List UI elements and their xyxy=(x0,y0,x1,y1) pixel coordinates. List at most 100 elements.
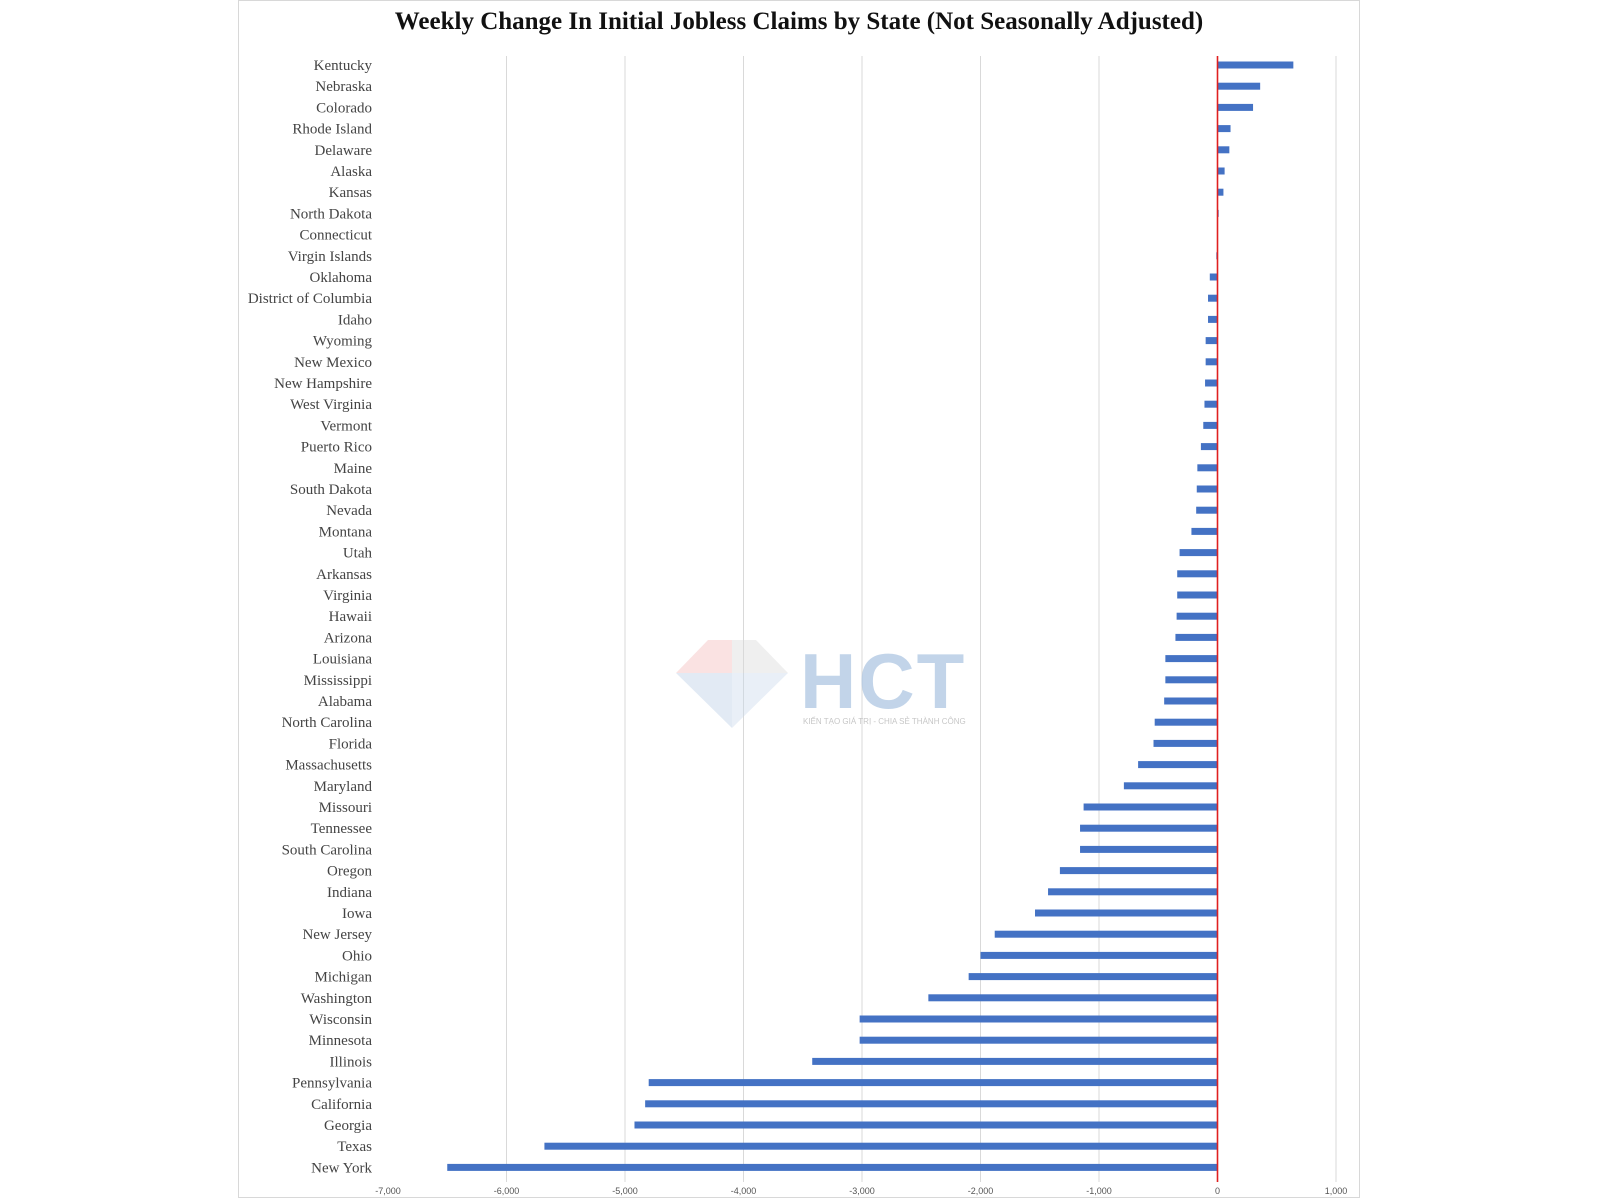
category-label: Nebraska xyxy=(315,79,372,95)
bar xyxy=(1196,506,1218,514)
bar xyxy=(1080,845,1218,853)
bar xyxy=(1208,294,1218,302)
category-label: Washington xyxy=(301,991,373,1007)
category-label: Massachusetts xyxy=(285,758,372,774)
bar xyxy=(1175,633,1218,641)
bar xyxy=(1217,82,1261,90)
x-tick-label: -6,000 xyxy=(494,1186,520,1196)
bar xyxy=(812,1057,1218,1065)
bar xyxy=(1154,718,1218,726)
watermark-brand: HCT xyxy=(800,637,967,725)
bar xyxy=(1035,909,1218,917)
bar xyxy=(1203,421,1218,429)
bar xyxy=(1153,739,1218,747)
bar xyxy=(645,1100,1218,1108)
x-tick-label: -2,000 xyxy=(968,1186,994,1196)
bar xyxy=(1205,358,1218,366)
bar xyxy=(994,930,1218,938)
category-label: Tennessee xyxy=(311,821,373,837)
category-label: Wisconsin xyxy=(309,1012,372,1028)
category-label: Florida xyxy=(329,736,373,752)
x-tick-label: -4,000 xyxy=(731,1186,757,1196)
category-label: Connecticut xyxy=(300,228,373,244)
bar xyxy=(1179,549,1218,557)
chart-title: Weekly Change In Initial Jobless Claims … xyxy=(394,8,1204,35)
category-label: Virginia xyxy=(323,588,372,604)
category-label: District of Columbia xyxy=(248,291,372,307)
x-tick-label: 0 xyxy=(1215,1186,1220,1196)
category-label: Ohio xyxy=(342,948,372,964)
category-label: Indiana xyxy=(327,885,372,901)
category-label: Oregon xyxy=(327,864,372,880)
bar xyxy=(1177,591,1218,599)
category-label: Minnesota xyxy=(309,1033,373,1049)
category-label: Pennsylvania xyxy=(292,1076,372,1092)
category-label: West Virginia xyxy=(290,397,372,413)
x-tick-label: -5,000 xyxy=(612,1186,638,1196)
x-tick-label: -3,000 xyxy=(849,1186,875,1196)
bar xyxy=(1209,273,1218,281)
bar xyxy=(1083,803,1218,811)
bar xyxy=(1196,485,1218,493)
watermark-logo-icon xyxy=(676,640,788,728)
bar xyxy=(1080,824,1218,832)
category-label: North Dakota xyxy=(290,206,372,222)
bar xyxy=(1177,570,1218,578)
category-label: Mississippi xyxy=(304,673,372,689)
bar xyxy=(1217,61,1294,69)
category-label: Idaho xyxy=(338,312,372,328)
bar xyxy=(1217,125,1231,133)
bar xyxy=(1197,464,1218,472)
bar xyxy=(1165,676,1218,684)
category-label: Kansas xyxy=(329,185,372,201)
category-label: Oklahoma xyxy=(310,270,373,286)
category-label: Vermont xyxy=(320,418,372,434)
bar xyxy=(1048,888,1218,896)
x-tick-label: -1,000 xyxy=(1086,1186,1112,1196)
category-label: New Jersey xyxy=(302,927,372,943)
category-label: Texas xyxy=(337,1139,372,1155)
category-label: Maryland xyxy=(314,779,373,795)
category-label: New Hampshire xyxy=(274,376,372,392)
category-label: New Mexico xyxy=(294,355,372,371)
category-label: Alabama xyxy=(318,694,372,710)
bar xyxy=(1217,188,1224,196)
bar xyxy=(648,1079,1218,1087)
category-label: Wyoming xyxy=(313,334,373,350)
bar xyxy=(1123,782,1218,790)
bar xyxy=(1204,400,1218,408)
bar xyxy=(859,1036,1218,1044)
x-tick-label: -7,000 xyxy=(375,1186,401,1196)
bar xyxy=(1176,612,1218,620)
category-label: Montana xyxy=(319,524,373,540)
category-label: Michigan xyxy=(315,970,373,986)
bar xyxy=(1200,443,1218,451)
bar xyxy=(859,1015,1218,1023)
category-label: Iowa xyxy=(342,906,372,922)
bar xyxy=(447,1163,1218,1171)
category-label: Rhode Island xyxy=(292,122,372,138)
category-label: South Carolina xyxy=(282,842,373,858)
category-label: Utah xyxy=(343,546,373,562)
category-label: Missouri xyxy=(319,800,372,816)
category-label: New York xyxy=(311,1160,372,1176)
category-label: Puerto Rico xyxy=(301,440,372,456)
category-label: California xyxy=(311,1097,372,1113)
bar xyxy=(1205,379,1218,387)
bar xyxy=(1059,867,1218,875)
bar xyxy=(1217,167,1225,175)
bar xyxy=(634,1121,1218,1129)
category-label: North Carolina xyxy=(282,715,373,731)
category-label: Colorado xyxy=(316,100,372,116)
category-label: Louisiana xyxy=(313,652,372,668)
category-label: Alaska xyxy=(330,164,372,180)
bar xyxy=(968,973,1218,981)
bar xyxy=(1205,337,1218,345)
bar xyxy=(1164,697,1218,705)
category-label: Virgin Islands xyxy=(288,249,372,265)
bar xyxy=(1138,761,1218,769)
category-label: Georgia xyxy=(324,1118,372,1134)
category-label: Arizona xyxy=(324,630,373,646)
category-label: Hawaii xyxy=(329,609,372,625)
